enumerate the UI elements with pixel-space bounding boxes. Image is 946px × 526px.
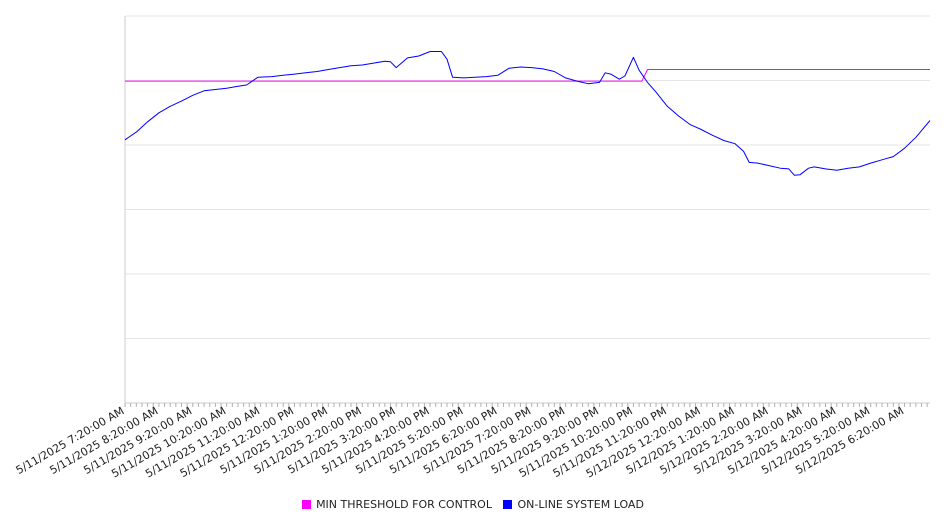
legend-item-min-threshold[interactable]: MIN THRESHOLD FOR CONTROL bbox=[302, 498, 492, 511]
x-axis-tick-labels: 5/11/2025 7:20:00 AM5/11/2025 8:20:00 AM… bbox=[14, 404, 906, 480]
x-axis-minor-ticks bbox=[124, 403, 928, 407]
gridlines bbox=[125, 15, 930, 404]
legend-item-system-load[interactable]: ON-LINE SYSTEM LOAD bbox=[503, 498, 644, 511]
legend: MIN THRESHOLD FOR CONTROL ON-LINE SYSTEM… bbox=[0, 498, 946, 511]
legend-swatch-min-threshold bbox=[302, 500, 312, 509]
legend-label-system-load: ON-LINE SYSTEM LOAD bbox=[517, 498, 644, 511]
legend-swatch-system-load bbox=[503, 500, 513, 509]
series-line-system-load bbox=[124, 51, 931, 176]
series-line-min-threshold bbox=[125, 69, 930, 82]
legend-label-min-threshold: MIN THRESHOLD FOR CONTROL bbox=[316, 498, 492, 511]
series-layer bbox=[124, 51, 931, 176]
